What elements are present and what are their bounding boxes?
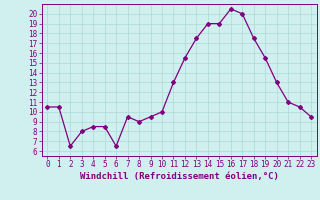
- X-axis label: Windchill (Refroidissement éolien,°C): Windchill (Refroidissement éolien,°C): [80, 172, 279, 181]
